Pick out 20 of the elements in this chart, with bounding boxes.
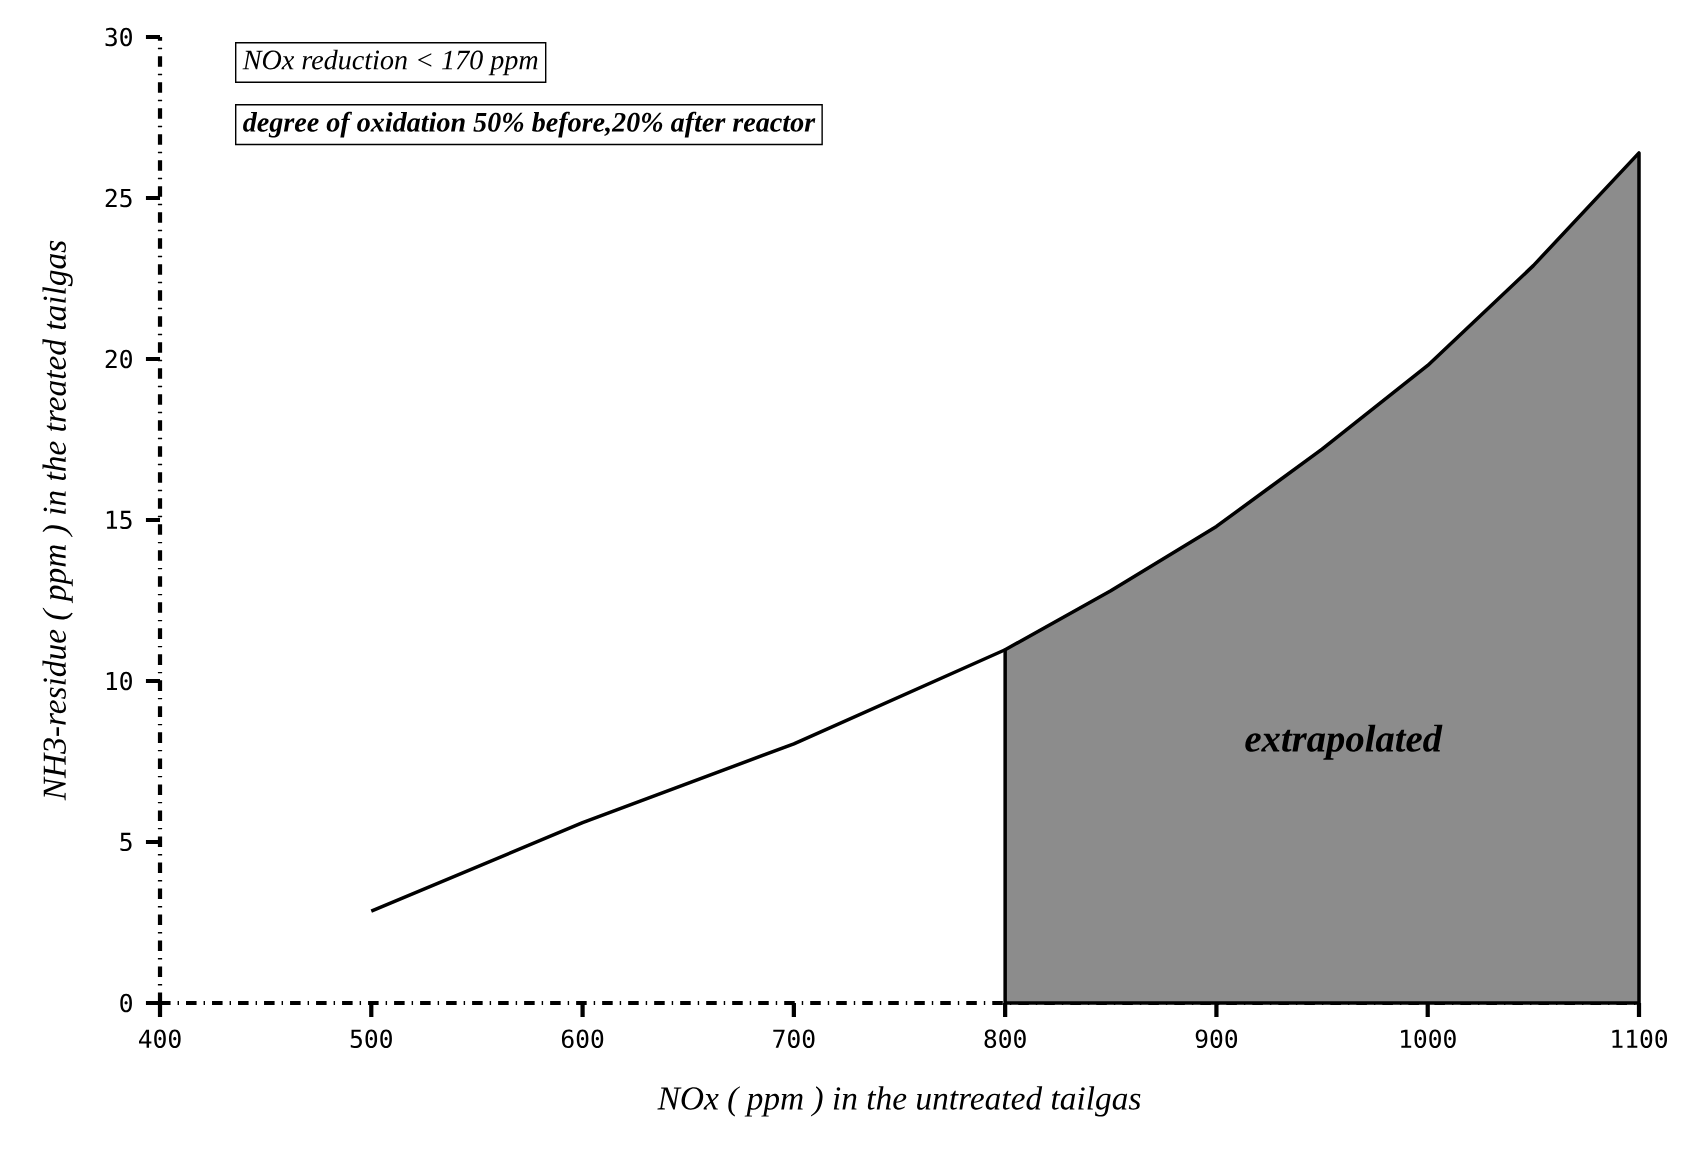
y-tick-label: 20 — [105, 349, 132, 369]
x-axis-title: NOx ( ppm ) in the untreated tailgas — [657, 1086, 1141, 1117]
annotation: NOx reduction < 170 ppm — [242, 49, 538, 76]
x-tick-label: 900 — [1195, 1029, 1238, 1049]
y-tick-label: 15 — [106, 510, 132, 530]
y-tick-label: 0 — [120, 993, 132, 1013]
x-tick-label: 400 — [139, 1029, 181, 1049]
y-tick-label: 5 — [120, 832, 132, 852]
annotation: degree of oxidation 50% before,20% after reactor — [243, 111, 816, 138]
y-axis-title: NH3-residue ( ppm ) in the treated tailgas — [42, 240, 73, 801]
x-tick-label: 1000 — [1401, 1029, 1456, 1049]
annotation: extrapolated — [1245, 724, 1443, 760]
x-tick-label: 700 — [773, 1029, 815, 1049]
y-tick-label: 10 — [106, 671, 132, 691]
y-tick-label: 30 — [105, 27, 132, 47]
x-tick-label: 600 — [561, 1029, 604, 1049]
x-tick-label: 800 — [984, 1029, 1026, 1049]
y-tick-label: 25 — [105, 188, 132, 208]
x-tick-label: 500 — [350, 1029, 392, 1049]
x-tick-label: 1100 — [1612, 1029, 1668, 1049]
